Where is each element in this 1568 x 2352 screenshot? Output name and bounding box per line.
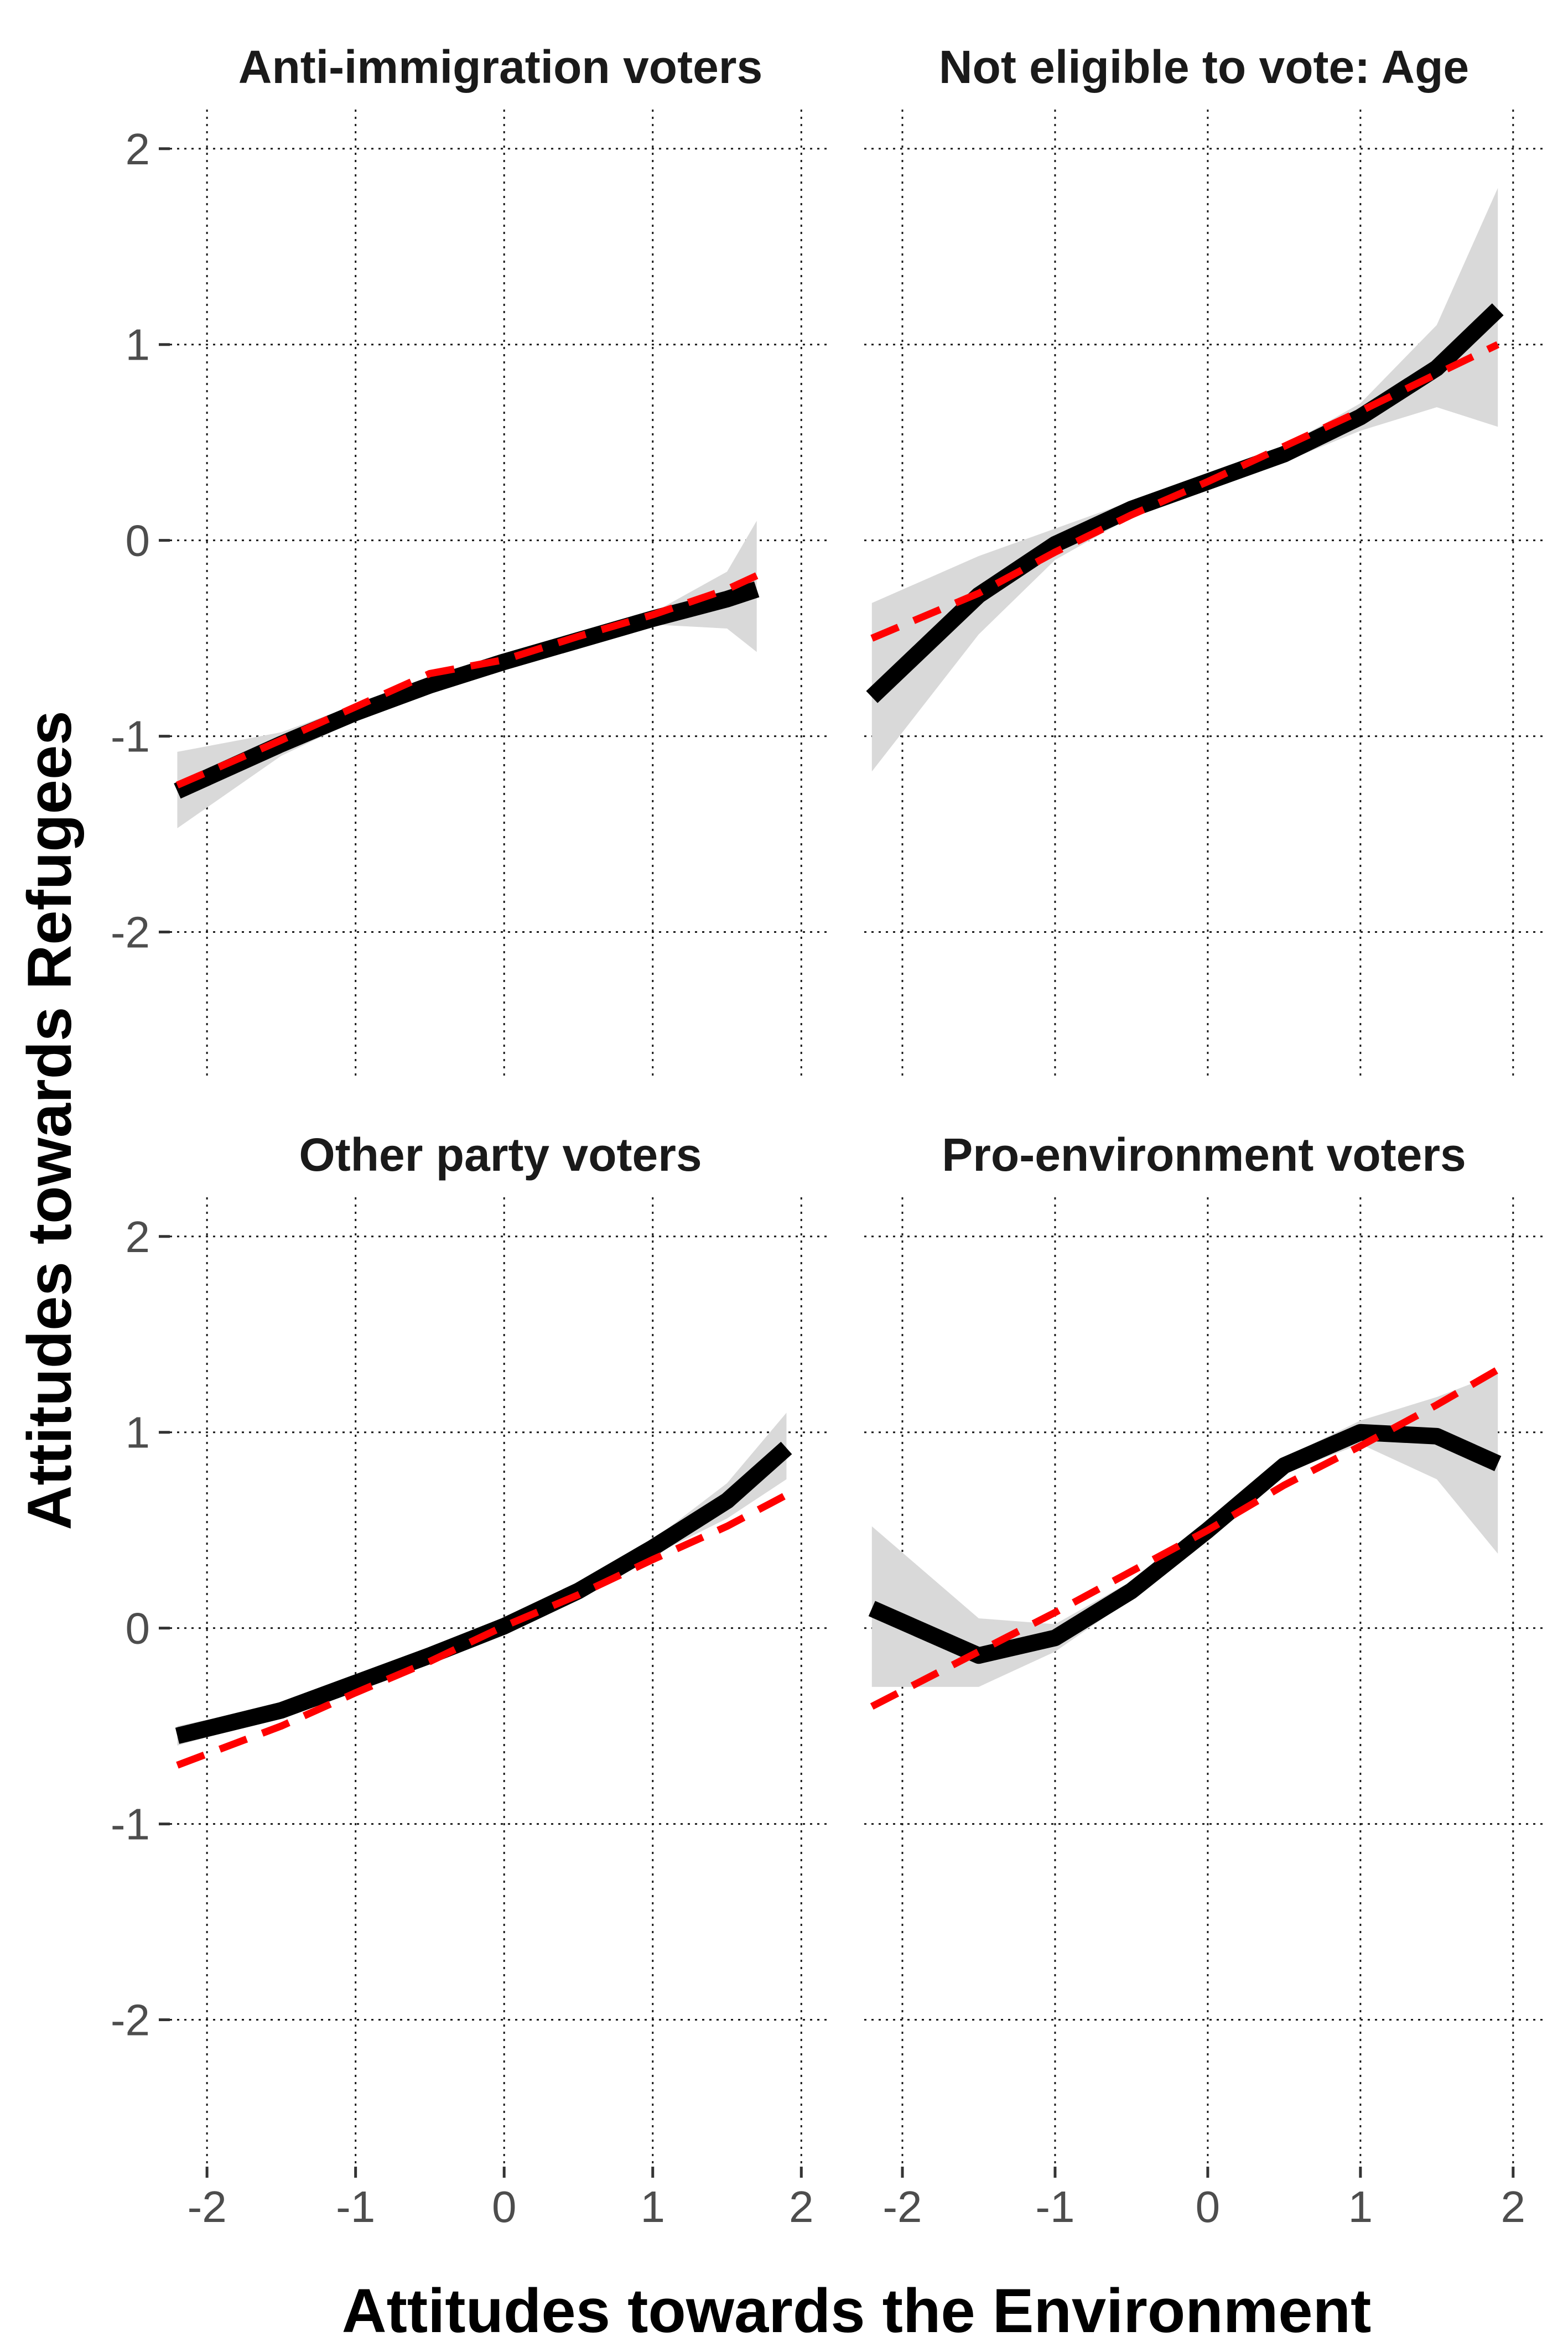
y-tick-label: 2 xyxy=(126,1212,150,1261)
y-tick-label: 2 xyxy=(126,124,150,174)
facet-panel: Not eligible to vote: Age xyxy=(864,41,1544,1079)
x-tick-label: -2 xyxy=(882,2182,922,2231)
facet-panel: Anti-immigration voters 2 1 0 -1 -2 xyxy=(111,41,831,1079)
x-tick-label: 0 xyxy=(1196,2182,1221,2231)
facet-title: Other party voters xyxy=(299,1129,702,1181)
x-axis-title: Attitudes towards the Environment xyxy=(342,2276,1372,2345)
facet-panel: Pro-environment voters -2 -1 0 1 2 xyxy=(864,1129,1544,2231)
confidence-band xyxy=(871,188,1498,772)
y-tick-label: -1 xyxy=(111,1800,150,1849)
linear-fit-line xyxy=(176,1492,788,1769)
y-tick-label: 1 xyxy=(126,1408,150,1457)
x-tick-label: 1 xyxy=(1348,2182,1373,2231)
linear-fit-line xyxy=(870,1366,1500,1710)
y-tick-label: -2 xyxy=(111,1996,150,2045)
facet-panels: Anti-immigration voters 2 1 0 -1 -2 Not eligib… xyxy=(111,41,1544,2231)
facet-panel: Other party voters 2 1 0 -1 -2 -2 -1 0 1 2 xyxy=(111,1129,831,2231)
y-axis-title: Attitudes towards Refugees xyxy=(15,710,84,1530)
y-tick-label: -1 xyxy=(111,712,150,761)
confidence-band xyxy=(177,1413,787,1746)
x-tick-label: -1 xyxy=(336,2182,375,2231)
linear-fit-line xyxy=(870,341,1500,642)
facet-title: Not eligible to vote: Age xyxy=(939,41,1469,93)
y-tick-label: -2 xyxy=(111,908,150,957)
x-tick-label: -1 xyxy=(1035,2182,1074,2231)
smooth-fit-line xyxy=(174,581,760,799)
y-tick-label: 1 xyxy=(126,320,150,370)
x-tick-label: -2 xyxy=(188,2182,227,2231)
y-tick-label: 0 xyxy=(126,1604,150,1653)
x-tick-label: 0 xyxy=(492,2182,517,2231)
x-tick-label: 2 xyxy=(1501,2182,1526,2231)
facet-title: Anti-immigration voters xyxy=(238,41,762,93)
x-tick-label: 2 xyxy=(789,2182,814,2231)
linear-fit-line xyxy=(175,572,759,789)
smooth-fit-line xyxy=(175,1441,792,1744)
y-tick-label: 0 xyxy=(126,516,150,565)
facet-title: Pro-environment voters xyxy=(942,1129,1466,1181)
x-tick-label: 1 xyxy=(641,2182,666,2231)
